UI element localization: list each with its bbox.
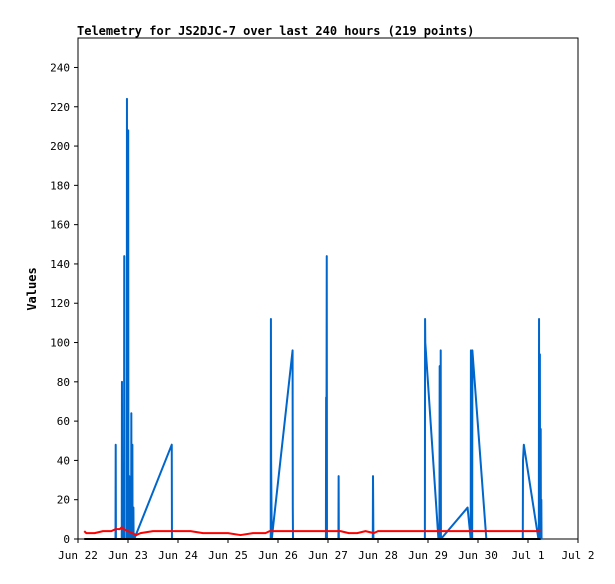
y-tick-label-6: 120 [50, 297, 70, 310]
y-tick-label-2: 40 [57, 454, 70, 467]
series-line-1 [83, 526, 541, 537]
x-tick-label-3: Jun 25 [208, 549, 248, 562]
y-axis: 0 20 40 60 80 100 120 140 160 180 200 220 240 [50, 61, 78, 546]
y-tick-label-4: 80 [57, 376, 70, 389]
x-tick-label-7: Jun 29 [408, 549, 448, 562]
x-tick-label-4: Jun 26 [258, 549, 298, 562]
x-tick-label-2: Jun 24 [158, 549, 198, 562]
x-tick-label-6: Jun 28 [358, 549, 398, 562]
x-tick-label-5: Jun 27 [308, 549, 348, 562]
y-tick-label-5: 100 [50, 337, 70, 350]
y-tick-label-3: 60 [57, 415, 70, 428]
y-tick-label-8: 160 [50, 219, 70, 232]
x-tick-label-8: Jun 30 [458, 549, 498, 562]
x-tick-label-10: Jul 2 [561, 549, 594, 562]
y-tick-label-11: 220 [50, 101, 70, 114]
series-layer [83, 97, 543, 540]
x-axis: Jun 22 Jun 23 Jun 24 Jun 25 Jun 26 Jun 27 Jun … [58, 539, 595, 562]
x-tick-label-1: Jun 23 [108, 549, 148, 562]
chart-title: Telemetry for JS2DJC-7 over last 240 hou… [77, 24, 474, 38]
y-tick-label-0: 0 [63, 533, 70, 546]
y-tick-label-10: 200 [50, 140, 70, 153]
series-line-0 [114, 97, 543, 540]
x-tick-label-9: Jul 1 [511, 549, 544, 562]
y-tick-label-12: 240 [50, 61, 70, 74]
y-tick-label-7: 140 [50, 258, 70, 271]
y-tick-label-1: 20 [57, 494, 70, 507]
x-tick-label-0: Jun 22 [58, 549, 98, 562]
plot-frame [77, 37, 579, 540]
y-axis-title: Values [25, 267, 39, 310]
y-tick-label-9: 180 [50, 179, 70, 192]
